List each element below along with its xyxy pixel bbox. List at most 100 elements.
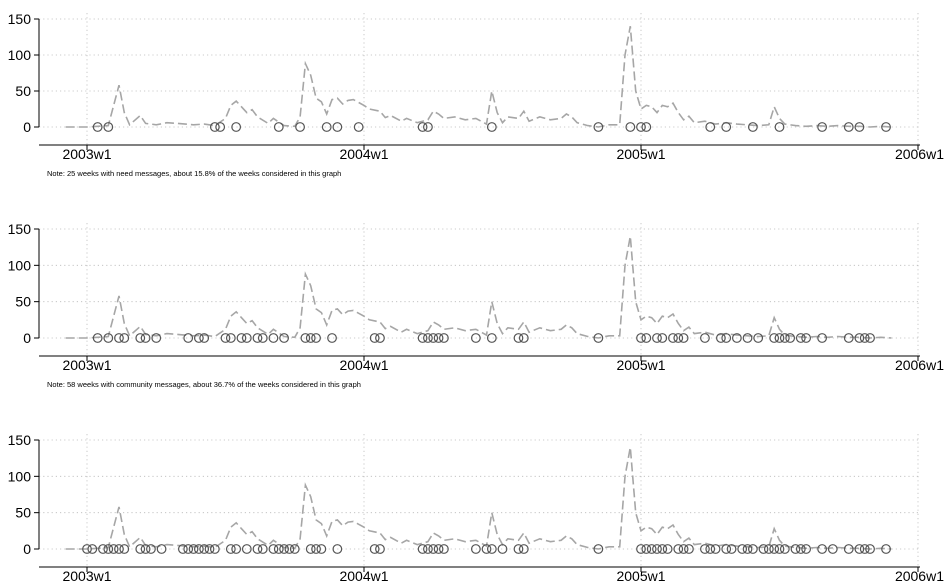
message-week-marker [225,544,236,554]
message-week-marker [641,544,652,554]
message-week-marker [295,122,305,132]
message-week-marker [513,333,524,343]
message-week-marker [657,333,668,343]
x-tick-label: 2006w1 [895,357,944,373]
y-tick-label: 150 [8,432,32,448]
message-week-marker [737,544,748,554]
message-week-marker [481,544,492,554]
message-week-marker [103,122,114,132]
message-week-marker [843,122,854,132]
message-week-marker [646,544,657,554]
message-week-marker [486,544,497,554]
message-week-marker [114,544,124,554]
y-tick-label: 100 [8,257,32,273]
message-week-marker [252,544,263,554]
message-week-marker [641,333,652,343]
message-week-marker [636,122,646,132]
message-week-marker [625,122,636,132]
message-week-marker [220,333,231,343]
message-week-marker [82,544,92,554]
message-week-marker [423,544,433,554]
message-week-marker [151,333,162,343]
message-week-marker [518,333,529,343]
message-week-marker [827,544,838,554]
message-week-marker [114,333,124,343]
message-count-line [65,236,892,339]
message-week-marker [241,544,252,554]
message-week-marker [636,544,646,554]
message-week-marker [795,333,806,343]
message-week-marker [177,544,188,554]
message-week-marker [433,333,444,343]
message-week-marker [98,544,108,554]
message-week-marker [881,544,891,554]
message-week-marker [273,122,284,132]
message-week-marker [817,333,828,343]
message-week-marker [779,544,790,554]
message-week-marker [305,333,316,343]
message-week-marker [497,544,508,554]
message-week-marker [327,333,337,343]
message-week-marker [321,122,332,132]
message-week-marker [146,544,156,554]
message-week-marker [257,544,268,554]
message-week-marker [209,544,220,554]
message-week-marker [721,333,732,343]
message-week-marker [636,333,646,343]
message-week-marker [673,333,684,343]
message-week-marker [486,333,497,343]
message-week-marker [92,122,103,132]
message-week-marker [854,544,865,554]
x-tick-label: 2005w1 [616,568,665,582]
y-tick-label: 100 [8,47,32,63]
x-tick-label: 2005w1 [616,146,665,162]
message-week-marker [428,333,439,343]
message-week-marker [790,544,801,554]
y-tick-label: 50 [15,83,31,99]
message-week-marker [193,333,204,343]
message-week-marker [817,544,828,554]
message-week-marker [843,544,854,554]
message-week-marker [785,333,796,343]
message-week-marker [268,333,279,343]
message-week-marker [593,333,604,343]
message-week-marker [140,333,151,343]
message-week-marker [470,544,481,554]
message-week-marker [705,122,716,132]
message-week-marker [843,333,854,343]
x-tick-label: 2006w1 [895,146,944,162]
message-week-marker [731,333,742,343]
message-week-marker [726,544,737,554]
message-week-marker [423,333,433,343]
message-week-marker [332,544,343,554]
note-need-messages: Note: 25 weeks with need messages, about… [47,169,341,178]
y-tick-label: 0 [23,119,31,135]
message-week-marker [311,333,321,343]
message-week-marker [721,544,732,554]
message-week-marker [332,122,343,132]
message-week-marker [231,122,242,132]
message-week-marker [241,333,252,343]
message-week-marker [774,122,785,132]
y-tick-label: 50 [15,505,31,521]
message-week-marker [108,544,119,554]
message-week-marker [252,333,263,343]
message-week-marker [92,333,103,343]
message-week-marker [204,544,215,554]
x-tick-label: 2005w1 [616,357,665,373]
message-week-marker [678,333,689,343]
message-week-marker [183,544,194,554]
y-tick-label: 150 [8,11,32,27]
message-week-marker [236,333,247,343]
message-week-marker [470,333,481,343]
message-week-marker [423,122,433,132]
x-tick-label: 2003w1 [62,568,111,582]
x-tick-label: 2004w1 [339,146,388,162]
message-week-marker [316,544,327,554]
y-tick-label: 0 [23,541,31,557]
message-week-marker [795,544,806,554]
message-week-marker [193,544,204,554]
message-week-marker [678,544,689,554]
message-week-marker [103,333,114,343]
x-tick-label: 2003w1 [62,146,111,162]
